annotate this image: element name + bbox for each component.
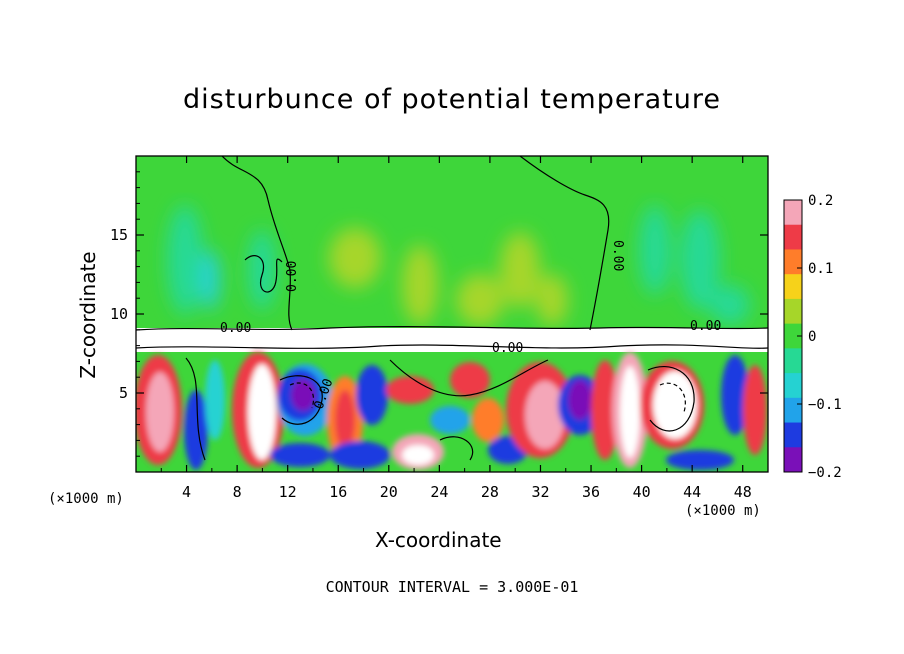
x-unit-label-right: (×1000 m): [685, 503, 761, 519]
zero-contour-right: [519, 156, 610, 331]
upper-layer-anomalies: [167, 205, 750, 326]
x-tick-label: 28: [481, 483, 499, 501]
colorbar-swatch: [784, 422, 802, 448]
x-tick-label: 32: [531, 483, 549, 501]
colorbar-tick-label: 0.2: [808, 193, 833, 209]
zero-contour-left: [221, 156, 293, 331]
contour-label: 0.00: [220, 321, 251, 336]
lower-contour-4: [647, 366, 695, 432]
y-axis-label: Z-coordinate: [76, 251, 100, 379]
tropopause-contour-upper: [136, 326, 768, 331]
x-unit-label-left: (×1000 m): [48, 491, 124, 507]
lower-contour-1: [185, 357, 206, 461]
colorbar-swatch: [784, 274, 802, 300]
colorbar-swatch: [784, 298, 802, 325]
tropopause-contour-lower: [136, 344, 768, 349]
chart-title: disturbunce of potential temperature: [183, 84, 721, 115]
eddy-contour-cluster: [244, 255, 283, 293]
colorbar: 0.2 0.1 0 −0.1 −0.2: [783, 193, 842, 481]
lower-contour-3: [389, 359, 549, 397]
lower-contour-2: [279, 375, 323, 425]
heatmap-field: [136, 156, 768, 472]
x-axis-ticks: 4 8 12 16 20 24 28 32 36 40 44 48: [160, 156, 752, 501]
x-tick-label: 24: [430, 483, 448, 501]
colorbar-swatch: [784, 447, 802, 473]
colorbar-swatch: [784, 200, 802, 226]
lower-contour-dashed-1: [289, 382, 314, 409]
colorbar-swatch: [784, 224, 802, 250]
colorbar-tick-label: 0.1: [808, 261, 833, 277]
contour-interval-note: CONTOUR INTERVAL = 3.000E-01: [325, 578, 579, 596]
colorbar-swatch: [784, 249, 802, 275]
contour-label: 0.00: [492, 341, 523, 356]
contour-label: 0.00: [610, 240, 625, 271]
colorbar-swatch: [784, 323, 802, 349]
upper-layer-background: [136, 156, 768, 332]
x-tick-label: 16: [329, 483, 347, 501]
contour-label: 0.00: [285, 261, 300, 292]
contour-label: 0.00: [690, 319, 721, 334]
y-tick-label: 5: [119, 384, 128, 402]
x-tick-label: 8: [233, 483, 242, 501]
x-tick-label: 40: [633, 483, 651, 501]
y-tick-label: 15: [110, 226, 128, 244]
lower-contour-5: [439, 436, 474, 461]
y-axis-ticks: 5 10 15: [110, 171, 768, 457]
x-tick-label: 48: [734, 483, 752, 501]
x-tick-label: 20: [380, 483, 398, 501]
colorbar-tick-label: 0: [808, 329, 816, 345]
lower-layer-eddies: [136, 352, 767, 470]
x-tick-label: 36: [582, 483, 600, 501]
x-tick-label: 44: [683, 483, 701, 501]
lower-contour-dashed-2: [659, 382, 686, 413]
x-tick-label: 4: [182, 483, 191, 501]
colorbar-tick-label: −0.1: [808, 397, 842, 413]
colorbar-swatch: [784, 348, 802, 374]
x-axis-label: X-coordinate: [375, 528, 502, 552]
x-tick-label: 12: [279, 483, 297, 501]
colorbar-swatch: [784, 373, 802, 399]
colorbar-swatch: [784, 397, 802, 424]
colorbar-tick-label: −0.2: [808, 465, 842, 481]
contour-lines: [136, 156, 768, 461]
y-tick-label: 10: [110, 305, 128, 323]
